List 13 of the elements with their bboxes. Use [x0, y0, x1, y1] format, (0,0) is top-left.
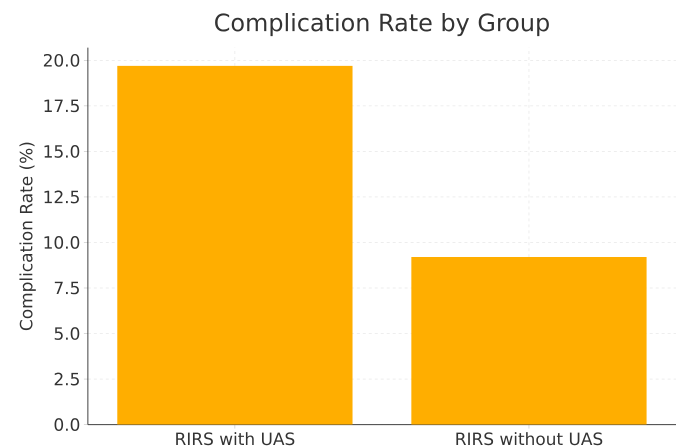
y-tick-label: 17.5 — [44, 100, 79, 112]
y-tick-label: 7.5 — [54, 282, 79, 294]
y-tick-label: 0.0 — [54, 418, 80, 432]
y-tick-label: 15.0 — [44, 145, 80, 158]
x-tick-label: RIRS without UAS — [456, 432, 602, 446]
y-tick-label: 2.5 — [54, 372, 79, 386]
x-tick-label: RIRS with UAS — [176, 432, 294, 446]
y-tick-label: 5.0 — [54, 327, 80, 340]
y-axis-title: Complication Rate (%) — [19, 142, 36, 330]
y-tick-label: 12.5 — [44, 190, 79, 204]
chart-title: Complication Rate by Group — [215, 13, 549, 36]
y-tick-label: 20.0 — [44, 54, 80, 67]
y-tick-label: 10.0 — [44, 236, 80, 249]
